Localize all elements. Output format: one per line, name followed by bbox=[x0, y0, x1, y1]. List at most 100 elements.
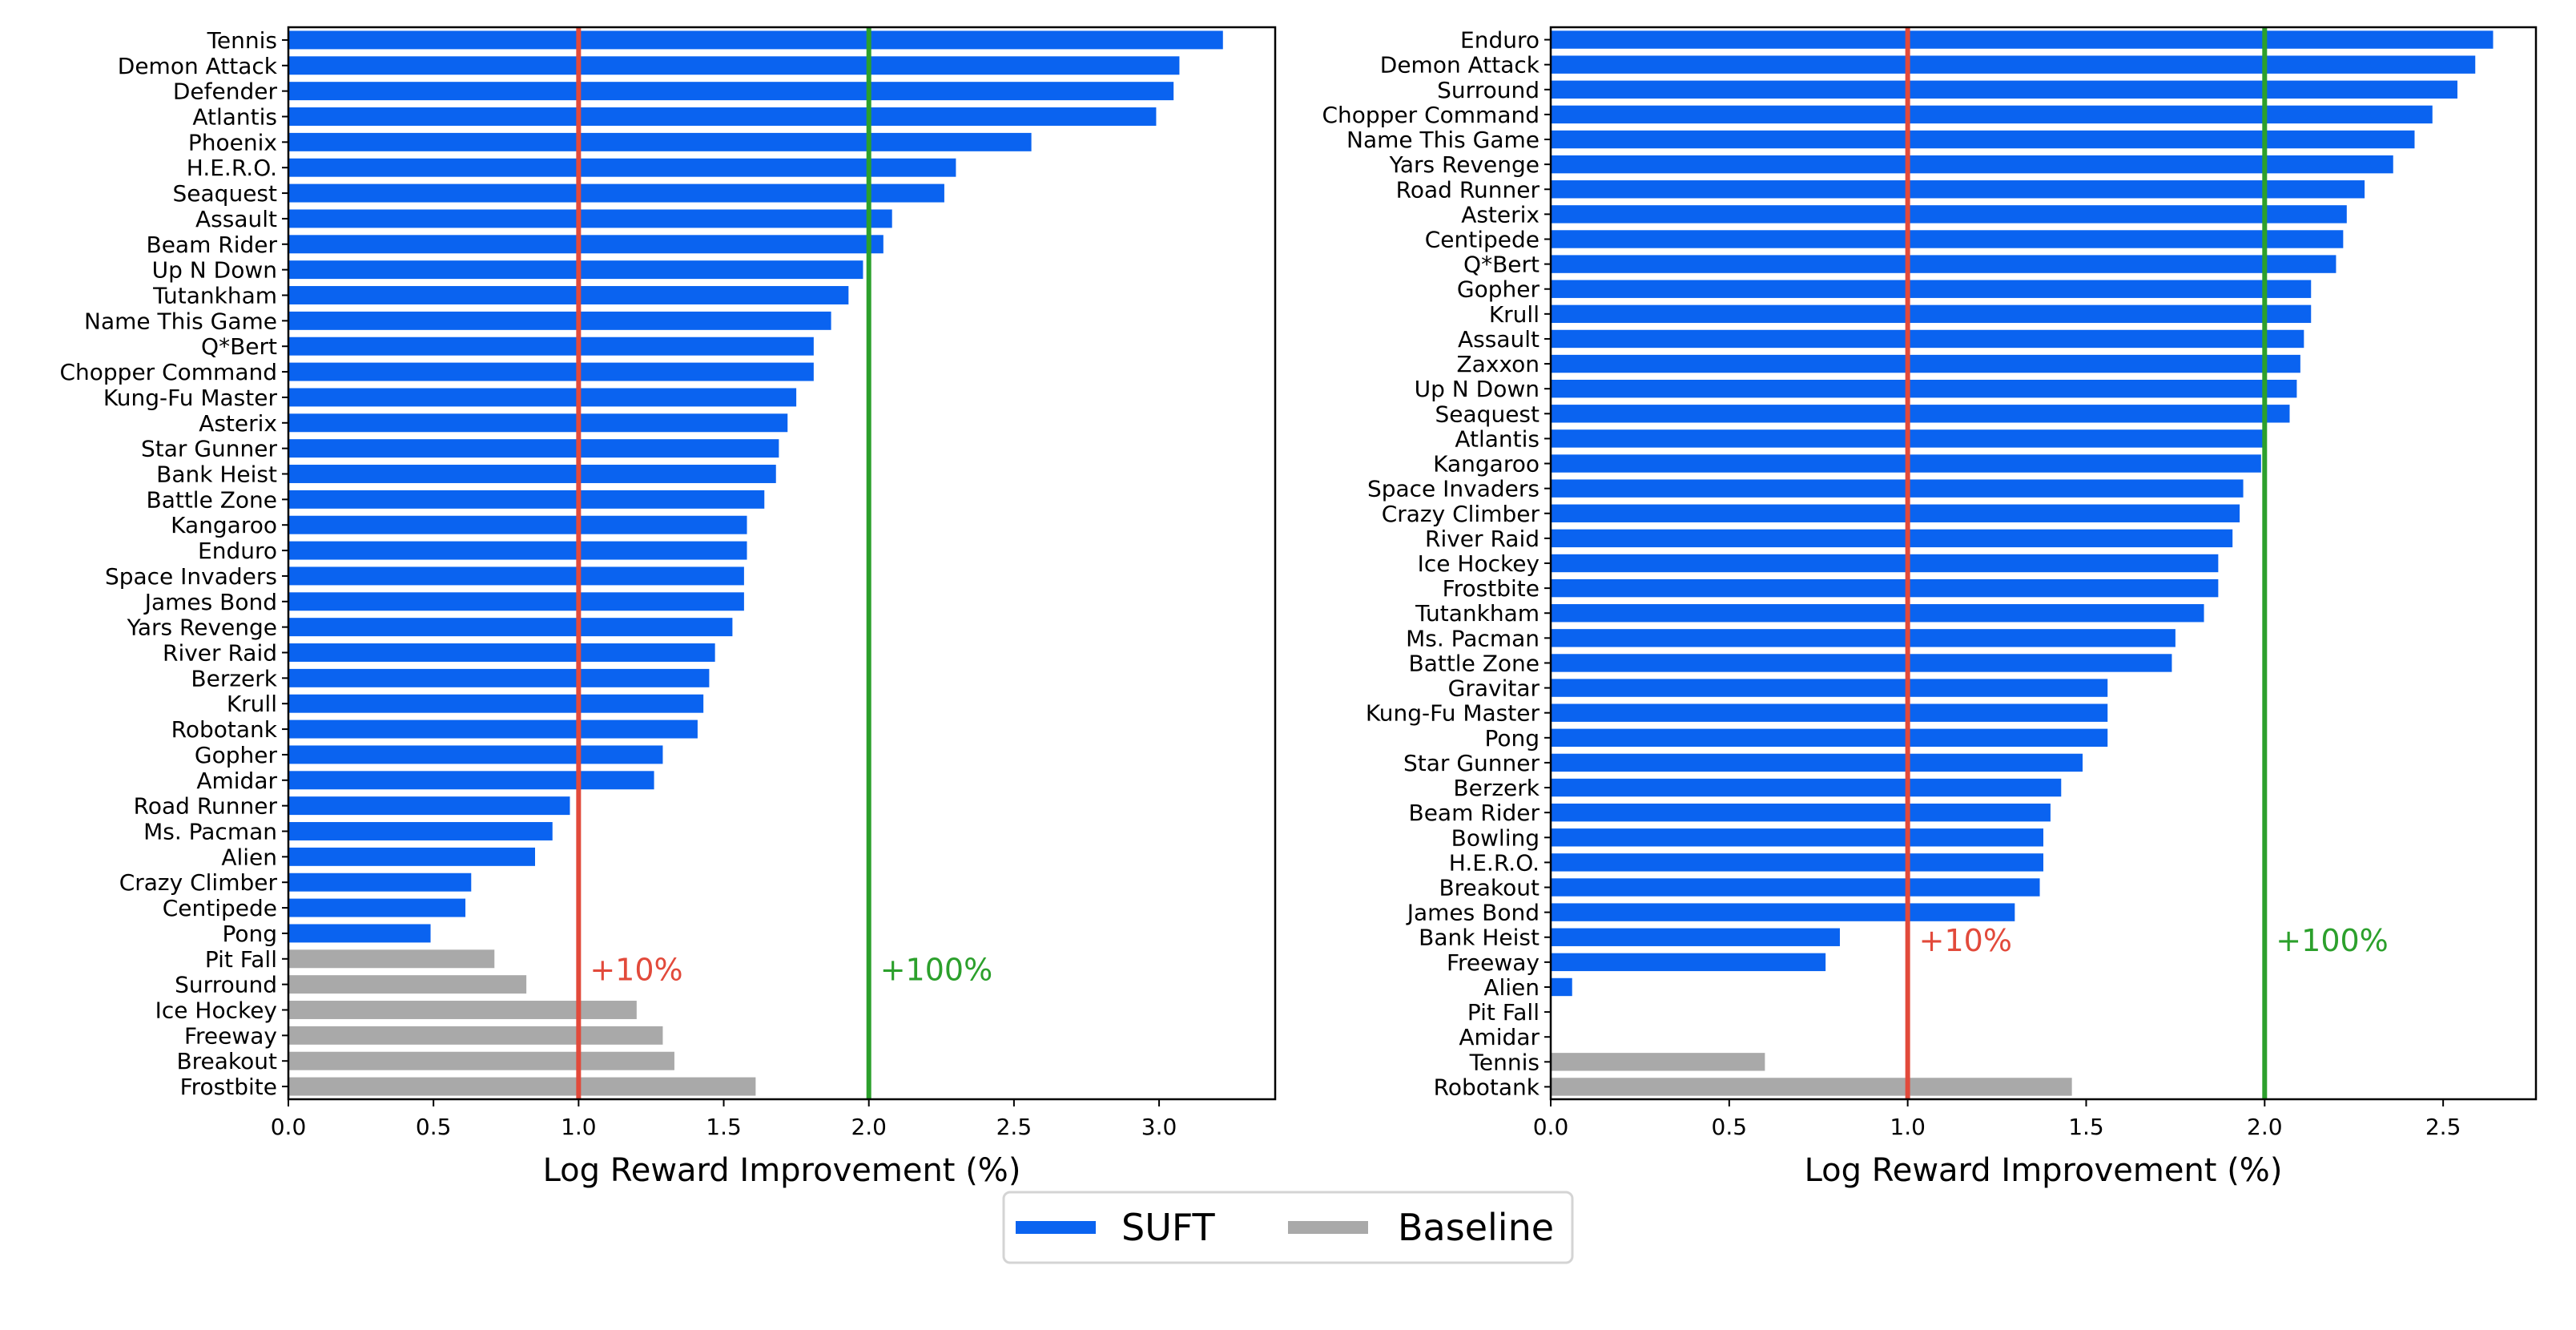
right-y-tick-label: Freeway bbox=[1447, 949, 1540, 976]
right-y-tick-label: Star Gunner bbox=[1403, 750, 1540, 776]
left-y-tick-label: River Raid bbox=[163, 640, 277, 667]
left-bar bbox=[288, 694, 704, 713]
left-bar bbox=[288, 490, 765, 509]
left-y-tick-label: James Bond bbox=[143, 589, 277, 615]
left-y-tick-label: Enduro bbox=[198, 538, 277, 564]
right-bar bbox=[1551, 55, 2476, 74]
right-y-tick-label: Centipede bbox=[1425, 226, 1540, 252]
right-bar bbox=[1551, 554, 2219, 573]
right-x-tick-label: 1.0 bbox=[1890, 1114, 1926, 1140]
left-x-axis-label: Log Reward Improvement (%) bbox=[543, 1152, 1021, 1189]
right-y-tick-label: Pit Fall bbox=[1467, 999, 1540, 1026]
right-bar bbox=[1551, 230, 2344, 248]
right-y-tick-label: Crazy Climber bbox=[1382, 501, 1540, 527]
left-bar bbox=[288, 362, 814, 381]
right-y-tick-label: Surround bbox=[1437, 77, 1540, 103]
right-bar bbox=[1551, 778, 2062, 797]
left-bar bbox=[288, 183, 944, 203]
left-y-tick-label: Kung-Fu Master bbox=[103, 385, 278, 411]
right-bar bbox=[1551, 329, 2304, 349]
left-bar bbox=[288, 158, 956, 177]
legend-label-suft: SUFT bbox=[1121, 1206, 1216, 1249]
right-bar bbox=[1551, 629, 2176, 647]
left-bar bbox=[288, 132, 1032, 151]
right-bar bbox=[1551, 80, 2457, 99]
left-x-tick-label: 2.5 bbox=[996, 1114, 1032, 1140]
right-bar bbox=[1551, 604, 2204, 623]
left-bar bbox=[288, 260, 863, 280]
left-y-tick-label: Ice Hockey bbox=[155, 998, 277, 1024]
left-bar bbox=[288, 439, 779, 458]
left-y-tick-label: Atlantis bbox=[192, 104, 277, 131]
legend: SUFT Baseline bbox=[1002, 1191, 1574, 1264]
right-y-tick-label: Bowling bbox=[1451, 824, 1540, 851]
left-y-tick-label: Up N Down bbox=[152, 257, 277, 284]
right-y-tick-label: River Raid bbox=[1425, 526, 1540, 552]
left-y-tick-label: Defender bbox=[173, 79, 278, 105]
left-y-tick-label: Seaquest bbox=[173, 180, 277, 207]
left-bar bbox=[288, 924, 431, 943]
right-x-tick-label: 2.0 bbox=[2247, 1114, 2283, 1140]
left-bar bbox=[288, 465, 776, 483]
left-y-tick-label: Tennis bbox=[207, 27, 277, 54]
left-axes-frame bbox=[287, 26, 1277, 1101]
right-y-tick-label: Beam Rider bbox=[1408, 800, 1540, 826]
left-bar bbox=[288, 209, 892, 228]
left-y-tick-label: Tutankham bbox=[152, 283, 277, 309]
right-y-tick-label: Battle Zone bbox=[1408, 650, 1540, 676]
left-y-tick-label: Battle Zone bbox=[146, 486, 277, 513]
left-reference-line-label: +100% bbox=[880, 953, 992, 988]
right-reference-line-label: +100% bbox=[2276, 923, 2388, 958]
right-bar bbox=[1551, 155, 2393, 174]
right-y-tick-label: Space Invaders bbox=[1367, 476, 1540, 502]
left-y-tick-label: Kangaroo bbox=[171, 512, 277, 538]
left-y-tick-label: Gopher bbox=[195, 742, 278, 768]
right-bar bbox=[1551, 405, 2290, 423]
left-y-tick-label: H.E.R.O. bbox=[187, 155, 277, 181]
right-y-tick-label: Krull bbox=[1489, 301, 1540, 328]
left-bar bbox=[288, 847, 535, 866]
right-y-tick-label: Alien bbox=[1483, 974, 1540, 1001]
right-bar bbox=[1551, 379, 2297, 398]
right-y-tick-label: Q*Bert bbox=[1463, 252, 1540, 278]
right-bar bbox=[1551, 479, 2244, 498]
left-y-tick-label: Beam Rider bbox=[146, 232, 277, 258]
right-bar bbox=[1551, 105, 2433, 124]
right-bar bbox=[1551, 529, 2233, 548]
right-y-tick-label: Ice Hockey bbox=[1418, 550, 1540, 577]
right-y-tick-label: Ms. Pacman bbox=[1406, 625, 1540, 651]
right-bar bbox=[1551, 180, 2365, 199]
left-bar bbox=[288, 618, 733, 637]
right-y-tick-label: Tutankham bbox=[1415, 600, 1540, 627]
left-y-tick-label: Freeway bbox=[184, 1022, 277, 1049]
left-y-tick-label: Berzerk bbox=[191, 665, 277, 691]
right-bar bbox=[1551, 878, 2040, 897]
left-x-tick-label: 0.0 bbox=[271, 1114, 307, 1140]
left-y-tick-label: Centipede bbox=[163, 895, 277, 921]
left-y-tick-label: Frostbite bbox=[180, 1074, 277, 1100]
left-bar bbox=[288, 566, 744, 586]
right-y-tick-label: Gravitar bbox=[1448, 675, 1540, 702]
left-y-tick-label: Yars Revenge bbox=[127, 615, 277, 641]
left-bar bbox=[288, 286, 849, 304]
right-x-tick-label: 2.5 bbox=[2425, 1114, 2461, 1140]
left-y-tick-label: Pong bbox=[222, 921, 277, 947]
right-bar bbox=[1551, 853, 2043, 872]
right-bar bbox=[1551, 304, 2312, 324]
right-y-tick-label: Robotank bbox=[1434, 1074, 1540, 1100]
left-bar bbox=[288, 643, 715, 662]
right-bar bbox=[1551, 255, 2337, 273]
left-bar bbox=[288, 311, 831, 330]
right-y-tick-label: Asterix bbox=[1461, 201, 1540, 228]
left-y-tick-label: Pit Fall bbox=[205, 946, 277, 973]
left-bar bbox=[288, 337, 814, 356]
left-bar bbox=[288, 771, 654, 790]
right-y-tick-label: Chopper Command bbox=[1322, 102, 1540, 128]
right-y-tick-label: H.E.R.O. bbox=[1449, 849, 1540, 876]
right-y-tick-label: Frostbite bbox=[1443, 575, 1540, 602]
left-y-tick-label: Phoenix bbox=[188, 129, 277, 155]
right-y-tick-label: Kung-Fu Master bbox=[1366, 700, 1540, 727]
right-bar bbox=[1551, 753, 2083, 772]
